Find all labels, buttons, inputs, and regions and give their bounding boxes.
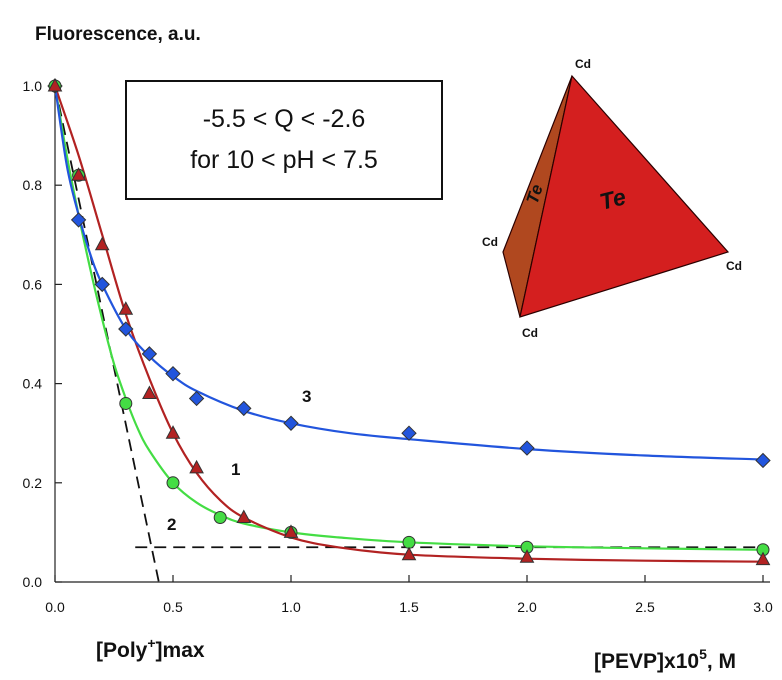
series-1-point xyxy=(236,509,252,524)
series-3-point xyxy=(755,452,771,469)
series-label-3: 3 xyxy=(302,387,311,406)
poly-max-prefix: [Poly xyxy=(96,639,148,662)
series-1-point xyxy=(94,236,110,251)
series-3-point xyxy=(188,390,205,407)
series-1-point xyxy=(165,425,181,439)
x-tick-label: 0.0 xyxy=(45,599,65,615)
vertex-label-cd-bottom: Cd xyxy=(522,326,538,340)
poly-max-label: [Poly+]max xyxy=(96,635,205,662)
tetrahedron-diagram: Te Te Cd Cd Cd Cd xyxy=(482,57,742,340)
series-1-point xyxy=(283,524,299,538)
x-tick-label: 3.0 xyxy=(753,599,773,615)
y-tick-label: 0.0 xyxy=(23,574,43,590)
series-3-point xyxy=(141,346,158,362)
x-tick-label: 1.0 xyxy=(281,599,301,615)
series-1-point xyxy=(755,551,771,566)
series-3-point xyxy=(94,276,110,293)
series-3-point xyxy=(401,425,417,441)
annotation-box: -5.5 < Q < -2.6 for 10 < pH < 7.5 xyxy=(125,80,443,200)
poly-max-superscript: + xyxy=(147,635,155,651)
series-1-point xyxy=(519,549,535,563)
series-3-point xyxy=(236,400,252,417)
series-2-point xyxy=(119,396,133,410)
x-axis-title: [PEVP]x105, M xyxy=(594,646,736,673)
y-tick-label: 0.2 xyxy=(23,475,43,491)
y-axis-title: Fluorescence, a.u. xyxy=(35,24,201,45)
series-label-2: 2 xyxy=(167,515,176,534)
series-3-point xyxy=(519,440,535,456)
series-2-point xyxy=(166,476,180,490)
series-1-point xyxy=(189,459,204,474)
series-3-point xyxy=(165,365,181,382)
series-1-point xyxy=(401,546,417,561)
x-axis-title-unit: , M xyxy=(707,650,736,673)
vertex-label-cd-left: Cd xyxy=(482,235,498,249)
face-label-te-front: Te xyxy=(597,183,629,215)
x-tick-label: 2.0 xyxy=(517,599,537,615)
vertex-label-cd-right: Cd xyxy=(726,259,742,273)
series-2-point xyxy=(213,511,227,525)
y-tick-label: 1.0 xyxy=(23,78,43,94)
tetrahedron-front-face xyxy=(519,74,730,318)
series-2-curve xyxy=(53,85,764,551)
series-1-point xyxy=(71,167,86,181)
series-3-point xyxy=(118,321,134,337)
y-tick-label: 0.4 xyxy=(23,376,43,392)
annotation-line-2: for 10 < pH < 7.5 xyxy=(190,146,378,174)
annotation-line-1: -5.5 < Q < -2.6 xyxy=(203,105,366,133)
x-axis-title-main: [PEVP]x10 xyxy=(594,650,699,673)
y-tick-label: 0.8 xyxy=(23,177,43,193)
series-1-point xyxy=(118,301,134,315)
y-tick-label: 0.6 xyxy=(23,276,43,292)
series-label-1: 1 xyxy=(231,460,240,479)
x-tick-label: 1.5 xyxy=(399,599,419,615)
series-2-point xyxy=(402,535,416,549)
annotation-box-frame xyxy=(125,80,443,200)
x-tick-label: 0.5 xyxy=(163,599,183,615)
series-3-point xyxy=(283,415,299,431)
x-tick-label: 2.5 xyxy=(635,599,655,615)
series-1-point xyxy=(47,77,63,92)
x-axis-title-exponent: 5 xyxy=(699,646,707,662)
poly-max-suffix: ]max xyxy=(156,639,205,662)
series-1-point xyxy=(142,385,157,400)
series-3-point xyxy=(70,212,87,228)
vertex-label-cd-top: Cd xyxy=(575,57,591,71)
